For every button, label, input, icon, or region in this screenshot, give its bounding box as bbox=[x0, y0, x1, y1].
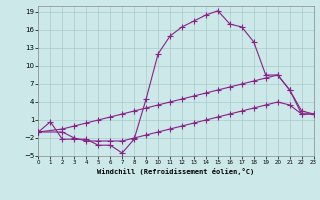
X-axis label: Windchill (Refroidissement éolien,°C): Windchill (Refroidissement éolien,°C) bbox=[97, 168, 255, 175]
